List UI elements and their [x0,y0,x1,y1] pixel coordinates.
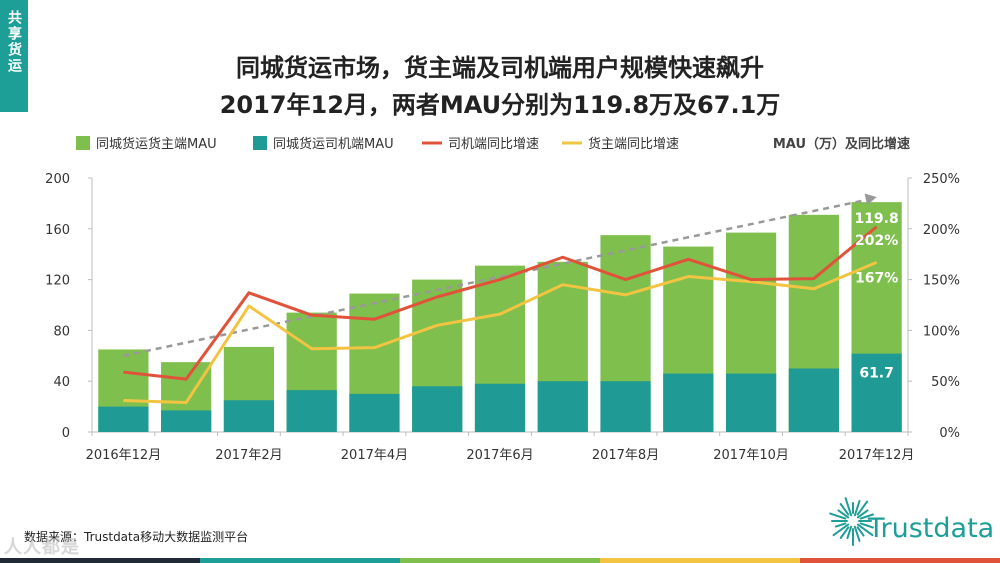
bar-driver-mau [412,386,463,432]
y-tick-label-left: 160 [45,223,70,238]
growth-lines [123,225,878,405]
x-tick-label: 2017年6月 [466,448,533,463]
bottom-bar-segment [200,558,400,563]
bottom-bar-segment [600,558,800,563]
legend-label: 货主端同比增速 [588,136,679,152]
bar-driver-mau [98,406,149,432]
legend-label: 同城货运货主端MAU [96,136,217,152]
bar-driver-mau [223,400,275,432]
data-label-driver-mau: 61.7 [859,366,894,382]
bar-driver-mau [286,390,337,432]
bar-driver-mau [474,383,526,432]
chart: 同城货运货主端MAU 同城货运司机端MAU 司机端同比增速 货主端同比增速 MAU（万… [45,136,960,463]
logo-text: Trustdata [868,513,995,544]
data-labels: 119.8 202% 167% 61.7 [854,211,898,382]
bar-driver-mau [725,373,777,432]
page-title: 同城货运市场，货主端及司机端用户规模快速飙升 [236,54,764,82]
trend-arrow-head [864,193,877,206]
bar-driver-mau [663,373,714,432]
trend-arrow [123,193,877,358]
y-tick-label-right: 200% [923,223,960,238]
line-driver-growth [123,225,878,381]
y-tick-label-right: 50% [931,375,960,390]
y-tick-label-left: 200 [45,172,70,187]
bottom-bar-segment [400,558,600,563]
axes: 0 40 80 120 160 200 0% 50% 100% 150% 200% 250% 2016年… [45,172,960,463]
legend: 同城货运货主端MAU 同城货运司机端MAU 司机端同比增速 货主端同比增速 [76,136,679,152]
bar-driver-mau [161,410,212,432]
y-tick-label-right: 150% [923,274,960,289]
y-tick-label-right: 0% [939,426,960,441]
x-tick-label: 2017年12月 [839,448,915,463]
x-tick-label: 2017年4月 [341,448,408,463]
source-note: 数据来源：Trustdata移动大数据监测平台 [24,530,249,544]
page-subtitle: 2017年12月，两者MAU分别为119.8万及67.1万 [219,91,781,119]
bottom-bar-segment [800,558,1000,563]
y-tick-label-left: 120 [45,274,70,289]
legend-label: 司机端同比增速 [448,137,539,152]
trustdata-logo-icon [829,497,874,546]
x-tick-label: 2017年8月 [592,448,659,463]
y-tick-label-left: 80 [53,324,70,339]
bottom-color-bar [0,558,1000,563]
section-tag: 共享货运 [0,0,28,112]
x-tick-label: 2017年10月 [713,448,789,463]
bottom-bar-segment [0,558,200,563]
legend-label: 同城货运司机端MAU [273,136,394,152]
bars [98,202,902,432]
x-tick-label: 2016年12月 [86,448,162,463]
bar-driver-mau [788,368,839,432]
data-label-shipper-mau: 119.8 [854,211,898,227]
bar-driver-mau [851,353,902,432]
bar-driver-mau [537,381,588,432]
bar-driver-mau [349,393,400,432]
watermark: 人人都是 [4,537,80,558]
line-shipper-growth [123,260,878,405]
x-tick-label: 2017年2月 [215,448,282,463]
legend-swatch [76,136,90,150]
y-tick-label-left: 40 [53,375,70,390]
data-label-shipper-growth: 167% [855,270,898,286]
bar-driver-mau [600,381,651,432]
y-tick-label-right: 250% [923,172,960,187]
legend-swatch [253,136,267,150]
y-tick-label-left: 0 [62,426,70,441]
y-tick-label-right: 100% [923,324,960,339]
unit-label: MAU（万）及同比增速 [773,136,910,152]
data-label-driver-growth: 202% [855,233,898,249]
section-tag-label: 共享货运 [6,10,22,74]
